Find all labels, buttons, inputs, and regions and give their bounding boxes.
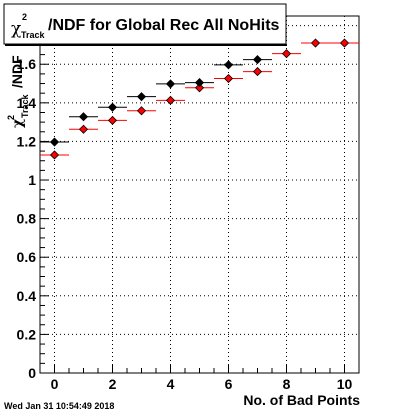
y-tick-label: 0.4 [17, 288, 37, 304]
title-shadow [5, 44, 287, 46]
title-chi-symbol: χ [11, 19, 21, 39]
data-point [252, 67, 263, 77]
y-tick-label: 0 [28, 365, 36, 381]
y-axis-title-symbol: χ [10, 119, 26, 128]
data-point [165, 95, 176, 105]
x-tick-label: 4 [167, 376, 175, 392]
y-axis-title-subscript: Track [20, 93, 30, 118]
data-point [194, 78, 205, 88]
title-subscript: Track [21, 30, 46, 40]
y-tick-label: 1.6 [17, 56, 37, 72]
y-tick-label: 0.2 [17, 326, 37, 342]
data-point [49, 137, 60, 147]
data-point [194, 83, 205, 93]
footer-timestamp: Wed Jan 31 10:54:49 2018 [4, 401, 114, 411]
x-tick-label: 8 [283, 376, 291, 392]
y-tick-label: 0.6 [17, 249, 37, 265]
y-tick-label: 0.8 [17, 211, 37, 227]
y-tick-label: 1 [28, 172, 36, 188]
y-axis-title-superscript: 2 [6, 115, 16, 120]
title-box: χ 2 Track /NDF for Global Rec All NoHits [3, 3, 287, 46]
data-point [223, 73, 234, 84]
data-point [136, 106, 147, 116]
series-group [40, 38, 359, 160]
data-point [252, 55, 263, 65]
x-axis-title: No. of Bad Points [243, 392, 360, 408]
y-axis-title: χ 2 Track /NDF [6, 55, 30, 128]
data-layer [40, 38, 359, 160]
data-point [107, 102, 118, 112]
x-tick-label: 0 [51, 376, 59, 392]
data-point [310, 38, 321, 48]
x-tick-label: 2 [109, 376, 117, 392]
series-group [40, 55, 272, 147]
data-point [78, 112, 89, 122]
data-point [49, 150, 60, 160]
data-point [165, 79, 176, 89]
y-tick-label: 1.4 [17, 95, 37, 111]
data-point [223, 60, 234, 70]
x-tick-label: 10 [337, 376, 353, 392]
x-tick-label: 6 [225, 376, 233, 392]
title-superscript: 2 [22, 12, 27, 22]
data-point [136, 92, 147, 102]
data-point [78, 124, 89, 134]
data-point [107, 115, 118, 125]
chart-title: /NDF for Global Rec All NoHits [48, 17, 280, 34]
y-axis-title-suffix: /NDF [9, 55, 25, 88]
data-point [281, 49, 292, 59]
y-tick-label: 1.2 [17, 133, 37, 149]
data-point [339, 38, 350, 48]
